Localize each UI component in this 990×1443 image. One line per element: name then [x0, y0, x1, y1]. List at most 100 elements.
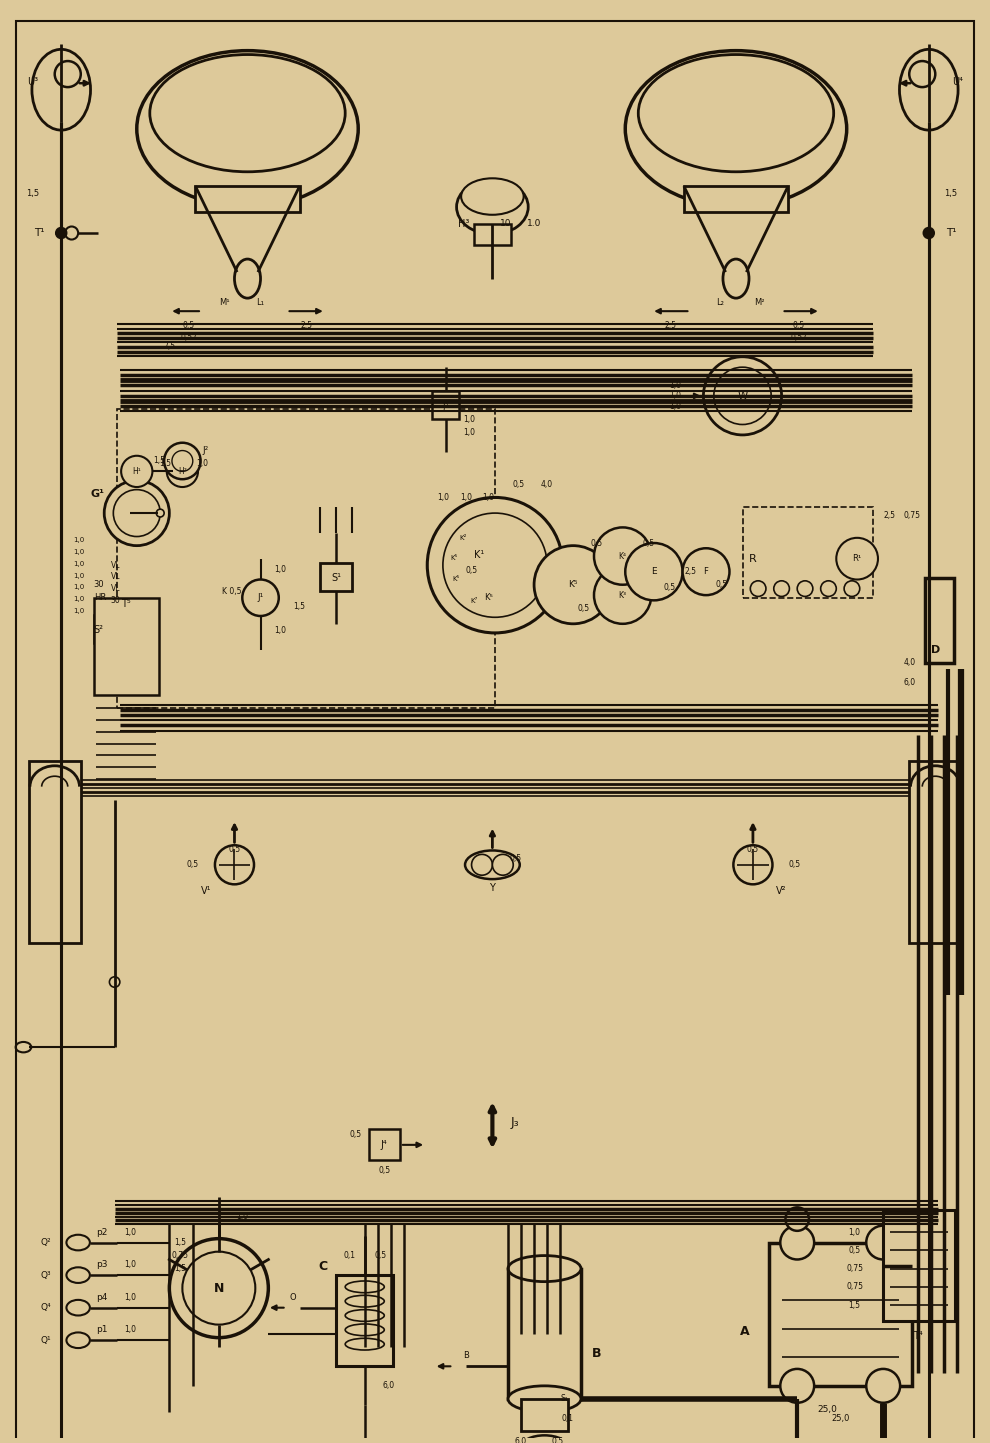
Text: A: A: [741, 1325, 749, 1338]
Bar: [925, 579, 953, 662]
Text: 0,5: 0,5: [848, 1245, 860, 1255]
Text: 1,0: 1,0: [463, 414, 475, 424]
Text: 1,5: 1,5: [26, 189, 40, 199]
Text: 1,0: 1,0: [669, 401, 681, 411]
Text: K¹: K¹: [474, 550, 484, 560]
Text: 0,5: 0,5: [187, 860, 199, 869]
Circle shape: [866, 1369, 900, 1403]
Text: 4,0: 4,0: [903, 658, 916, 667]
Circle shape: [594, 527, 651, 584]
Text: 1,0: 1,0: [125, 1228, 137, 1237]
Text: 1,0: 1,0: [73, 561, 85, 567]
Circle shape: [774, 582, 789, 596]
Text: 0,5: 0,5: [643, 538, 654, 547]
Text: J³: J³: [443, 401, 448, 411]
Circle shape: [534, 545, 612, 623]
Circle shape: [215, 846, 254, 885]
Text: 0,5: 0,5: [551, 1437, 563, 1443]
Text: L₁: L₁: [256, 297, 264, 306]
Text: M¹: M¹: [219, 297, 230, 306]
Text: 1,0: 1,0: [848, 1228, 860, 1237]
Circle shape: [797, 582, 813, 596]
Text: 1,0: 1,0: [274, 626, 286, 635]
Text: 0,5: 0,5: [229, 844, 241, 854]
Circle shape: [780, 1369, 814, 1403]
Text: B: B: [463, 1352, 469, 1361]
Text: 1,5: 1,5: [848, 1300, 860, 1310]
Ellipse shape: [346, 1325, 384, 1336]
Circle shape: [924, 228, 934, 238]
Text: 2,5: 2,5: [300, 320, 312, 330]
Circle shape: [164, 443, 201, 479]
Text: 2,5: 2,5: [884, 511, 896, 519]
Ellipse shape: [508, 1255, 581, 1281]
Text: p3: p3: [96, 1260, 107, 1270]
Ellipse shape: [66, 1235, 90, 1251]
Text: S²: S²: [94, 625, 104, 635]
Circle shape: [704, 356, 781, 434]
Text: N: N: [214, 1281, 224, 1294]
Text: Q⁴: Q⁴: [41, 1303, 50, 1312]
Bar: [742, 506, 873, 597]
Text: T¹: T¹: [34, 228, 45, 238]
Bar: [117, 408, 495, 709]
Text: 0,1: 0,1: [344, 1251, 355, 1260]
Ellipse shape: [900, 49, 958, 130]
Text: 0,5: 0,5: [374, 1251, 386, 1260]
Text: 0,1: 0,1: [562, 1414, 574, 1423]
Bar: [521, 1398, 568, 1431]
Circle shape: [113, 489, 160, 537]
Text: H¹: H¹: [133, 468, 142, 476]
Ellipse shape: [346, 1338, 384, 1351]
Text: 25,0: 25,0: [831, 1414, 849, 1423]
Circle shape: [182, 1251, 255, 1325]
Bar: [474, 224, 511, 245]
Text: 1,5: 1,5: [944, 189, 957, 199]
Text: 0,75: 0,75: [171, 1251, 188, 1260]
Text: G¹: G¹: [91, 489, 105, 498]
Text: 1,0: 1,0: [669, 381, 681, 390]
Text: 2,5: 2,5: [665, 320, 677, 330]
Text: p2: p2: [96, 1228, 107, 1237]
Ellipse shape: [346, 1310, 384, 1322]
Text: HR: HR: [94, 593, 106, 602]
Text: 1,0: 1,0: [73, 608, 85, 613]
Text: 1,0: 1,0: [73, 550, 85, 556]
Text: 30: 30: [94, 580, 104, 589]
Text: 0,57: 0,57: [180, 333, 197, 342]
Text: K²: K²: [459, 535, 466, 541]
Ellipse shape: [723, 260, 749, 299]
Text: 2,5: 2,5: [684, 567, 696, 576]
Ellipse shape: [32, 49, 90, 130]
Text: 1,0: 1,0: [669, 391, 681, 400]
Text: T⁴: T⁴: [914, 1332, 924, 1342]
Text: W: W: [738, 391, 747, 401]
Text: 30: 30: [111, 596, 121, 605]
Text: VL: VL: [111, 584, 120, 593]
Text: 0,75: 0,75: [903, 511, 921, 519]
Text: S¹: S¹: [331, 573, 342, 583]
Text: K³: K³: [619, 590, 627, 600]
Text: p1: p1: [96, 1325, 107, 1335]
Text: 0,5: 0,5: [465, 566, 477, 574]
Circle shape: [54, 61, 81, 87]
Circle shape: [780, 1225, 814, 1260]
Text: 0,5: 0,5: [591, 538, 603, 547]
Circle shape: [104, 481, 169, 545]
Text: 1,5: 1,5: [152, 456, 165, 466]
Ellipse shape: [346, 1281, 384, 1293]
Text: 1,0: 1,0: [73, 596, 85, 602]
Ellipse shape: [66, 1267, 90, 1283]
Text: L₂: L₂: [717, 297, 725, 306]
Text: T⁵: T⁵: [122, 599, 132, 609]
Bar: [684, 186, 788, 212]
Text: 25,0: 25,0: [817, 1405, 838, 1414]
Text: 0,5: 0,5: [577, 603, 590, 613]
Text: 1.0: 1.0: [527, 219, 542, 228]
Text: F: F: [704, 567, 709, 576]
Circle shape: [785, 1208, 809, 1231]
Text: V¹: V¹: [201, 886, 211, 896]
Text: R: R: [749, 554, 756, 564]
Ellipse shape: [461, 179, 524, 215]
Text: 0,5: 0,5: [792, 320, 805, 330]
